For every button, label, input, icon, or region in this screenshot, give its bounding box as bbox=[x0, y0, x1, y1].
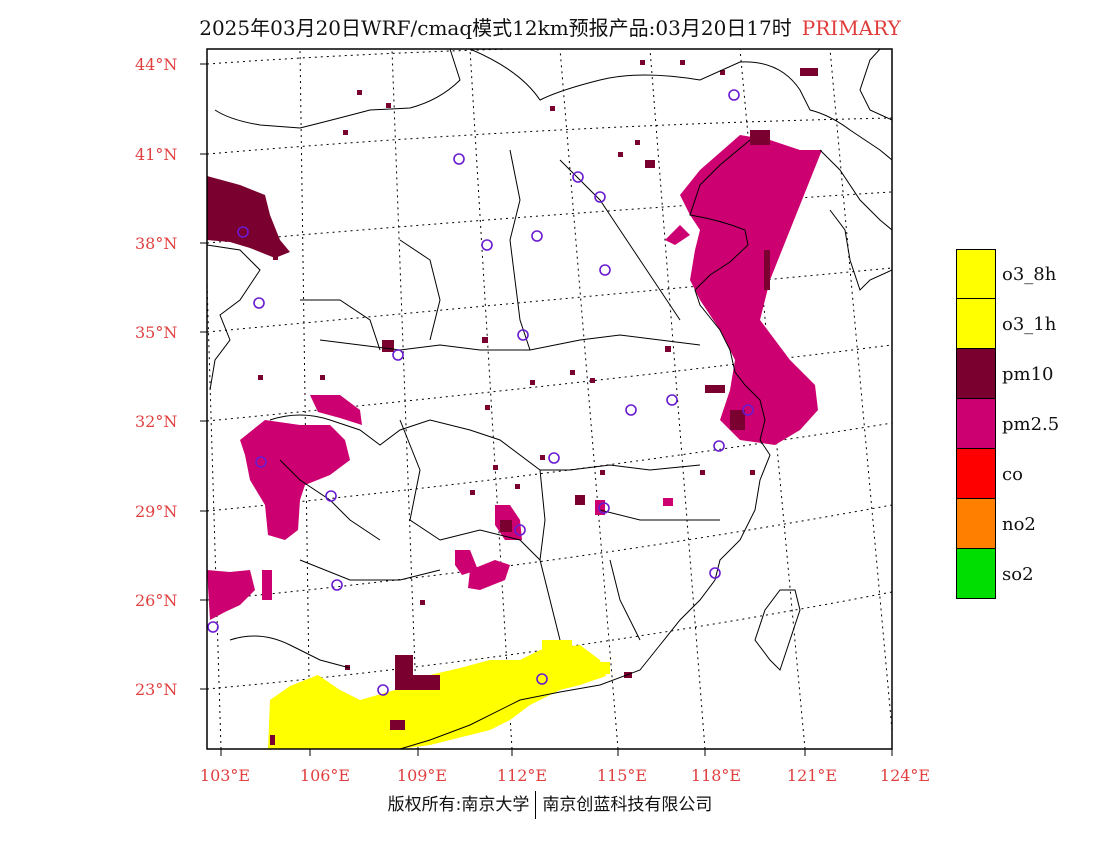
lat-label: 26°N bbox=[135, 591, 178, 610]
primary-tag: PRIMARY bbox=[801, 16, 901, 40]
pm10-region bbox=[207, 68, 818, 730]
legend-label: no2 bbox=[1002, 514, 1036, 535]
title-text: 2025年03月20日WRF/cmaq模式12km预报产品:03月20日17时 bbox=[199, 16, 792, 40]
legend-swatch bbox=[956, 399, 996, 449]
copyright-left: 版权所有:南京大学 bbox=[387, 795, 530, 815]
legend-swatch bbox=[956, 299, 996, 349]
lat-label: 29°N bbox=[135, 502, 178, 521]
boundaries bbox=[207, 49, 892, 749]
lon-label: 121°E bbox=[786, 766, 838, 785]
lon-label: 103°E bbox=[199, 766, 251, 785]
legend-swatch bbox=[956, 549, 996, 599]
footer-divider bbox=[535, 791, 537, 819]
legend-swatch bbox=[956, 349, 996, 399]
copyright-footer: 版权所有:南京大学 南京创蓝科技有限公司 bbox=[0, 790, 1100, 819]
lat-label: 38°N bbox=[135, 234, 178, 253]
map-title: 2025年03月20日WRF/cmaq模式12km预报产品:03月20日17时 P… bbox=[0, 12, 1100, 41]
lon-label: 124°E bbox=[879, 766, 931, 785]
lat-label: 44°N bbox=[135, 55, 178, 74]
graticule bbox=[207, 49, 892, 749]
legend-label: pm10 bbox=[1002, 364, 1054, 385]
legend-label: pm2.5 bbox=[1002, 414, 1060, 435]
axis-ticks bbox=[200, 63, 893, 756]
lat-label: 41°N bbox=[135, 145, 178, 164]
legend-swatch bbox=[956, 499, 996, 549]
legend-label: o3_1h bbox=[1002, 314, 1057, 335]
legend-swatch bbox=[956, 249, 996, 299]
lon-label: 115°E bbox=[596, 766, 648, 785]
lat-label: 23°N bbox=[135, 680, 178, 699]
lon-label: 109°E bbox=[396, 766, 448, 785]
map-frame bbox=[206, 48, 893, 750]
scattered-cells bbox=[258, 60, 755, 745]
lat-label: 32°N bbox=[135, 412, 178, 431]
lon-label: 106°E bbox=[299, 766, 351, 785]
city-markers bbox=[207, 89, 754, 696]
legend-swatch bbox=[956, 449, 996, 499]
pm25-region bbox=[207, 135, 822, 620]
lon-label: 118°E bbox=[690, 766, 742, 785]
copyright-right: 南京创蓝科技有限公司 bbox=[542, 795, 713, 815]
lon-label: 112°E bbox=[496, 766, 548, 785]
o3-region bbox=[268, 640, 610, 749]
lat-label: 35°N bbox=[135, 323, 178, 342]
legend-label: o3_8h bbox=[1002, 264, 1057, 285]
legend-label: so2 bbox=[1002, 564, 1034, 585]
legend-label: co bbox=[1002, 464, 1023, 485]
